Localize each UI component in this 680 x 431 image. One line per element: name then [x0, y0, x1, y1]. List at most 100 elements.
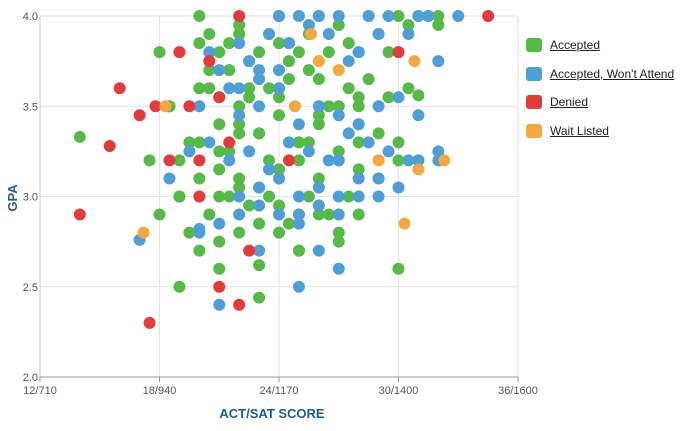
data-point[interactable]: [183, 226, 196, 239]
data-point[interactable]: [352, 46, 365, 59]
data-point[interactable]: [322, 100, 335, 113]
data-point[interactable]: [292, 118, 305, 131]
data-point[interactable]: [193, 244, 206, 257]
data-point[interactable]: [193, 136, 206, 149]
data-point[interactable]: [213, 145, 226, 158]
data-point[interactable]: [398, 217, 411, 230]
data-point[interactable]: [352, 190, 365, 203]
data-point[interactable]: [292, 280, 305, 293]
data-point[interactable]: [342, 37, 355, 50]
data-point[interactable]: [233, 28, 246, 41]
data-point[interactable]: [342, 127, 355, 140]
data-point[interactable]: [263, 190, 276, 203]
data-point[interactable]: [273, 82, 285, 95]
data-point[interactable]: [213, 280, 226, 293]
data-point[interactable]: [213, 46, 226, 59]
data-point[interactable]: [362, 10, 375, 22]
data-point[interactable]: [103, 139, 116, 152]
data-point[interactable]: [173, 280, 186, 293]
data-point[interactable]: [372, 190, 385, 203]
legend-item[interactable]: Denied: [526, 88, 674, 117]
data-point[interactable]: [203, 82, 216, 95]
data-point[interactable]: [292, 46, 305, 59]
data-point[interactable]: [137, 226, 150, 239]
data-point[interactable]: [352, 118, 365, 131]
data-point[interactable]: [402, 154, 415, 167]
data-point[interactable]: [233, 10, 246, 22]
data-point[interactable]: [392, 262, 405, 275]
data-point[interactable]: [213, 64, 226, 77]
data-point[interactable]: [292, 244, 305, 257]
data-point[interactable]: [193, 222, 206, 235]
data-point[interactable]: [173, 190, 186, 203]
data-point[interactable]: [159, 100, 172, 113]
data-point[interactable]: [382, 91, 395, 104]
data-point[interactable]: [233, 19, 246, 32]
data-point[interactable]: [233, 226, 246, 239]
data-point[interactable]: [213, 190, 226, 203]
data-point[interactable]: [233, 127, 246, 140]
data-point[interactable]: [282, 73, 295, 86]
data-point[interactable]: [263, 154, 276, 167]
data-point[interactable]: [352, 91, 365, 104]
data-point[interactable]: [213, 298, 226, 311]
data-point[interactable]: [362, 73, 375, 86]
data-point[interactable]: [213, 163, 226, 176]
data-point[interactable]: [312, 73, 325, 86]
data-point[interactable]: [332, 10, 345, 22]
data-point[interactable]: [312, 172, 325, 185]
data-point[interactable]: [183, 136, 196, 149]
data-point[interactable]: [332, 208, 345, 221]
data-point[interactable]: [233, 82, 246, 95]
data-point[interactable]: [292, 217, 305, 230]
data-point[interactable]: [302, 19, 315, 32]
data-point[interactable]: [342, 190, 355, 203]
data-point[interactable]: [412, 10, 425, 22]
data-point[interactable]: [233, 172, 246, 185]
data-point[interactable]: [372, 154, 385, 167]
data-point[interactable]: [332, 154, 345, 167]
data-point[interactable]: [153, 46, 166, 59]
data-point[interactable]: [243, 145, 256, 158]
data-point[interactable]: [292, 154, 305, 167]
data-point[interactable]: [282, 154, 295, 167]
legend-item[interactable]: Accepted, Won't Attend: [526, 60, 674, 89]
data-point[interactable]: [302, 145, 315, 158]
data-point[interactable]: [203, 55, 216, 68]
data-point[interactable]: [213, 217, 226, 230]
data-point[interactable]: [253, 100, 266, 113]
data-point[interactable]: [432, 55, 445, 68]
data-point[interactable]: [302, 64, 315, 77]
data-point[interactable]: [312, 244, 325, 257]
data-point[interactable]: [372, 127, 385, 140]
data-point[interactable]: [322, 154, 335, 167]
data-point[interactable]: [213, 262, 226, 275]
data-point[interactable]: [273, 91, 285, 104]
data-point[interactable]: [243, 55, 256, 68]
data-point[interactable]: [312, 55, 325, 68]
data-point[interactable]: [322, 46, 335, 59]
data-point[interactable]: [183, 145, 196, 158]
data-point[interactable]: [332, 145, 345, 158]
data-point[interactable]: [243, 199, 256, 212]
data-point[interactable]: [352, 208, 365, 221]
data-point[interactable]: [332, 262, 345, 275]
data-point[interactable]: [312, 10, 325, 22]
data-point[interactable]: [273, 226, 285, 239]
data-point[interactable]: [312, 100, 325, 113]
data-point[interactable]: [382, 145, 395, 158]
data-point[interactable]: [304, 28, 317, 41]
data-point[interactable]: [149, 100, 162, 113]
data-point[interactable]: [322, 208, 335, 221]
data-point[interactable]: [193, 154, 206, 167]
data-point[interactable]: [402, 28, 415, 41]
data-point[interactable]: [223, 82, 236, 95]
data-point[interactable]: [392, 136, 405, 149]
data-point[interactable]: [282, 55, 295, 68]
data-point[interactable]: [203, 28, 216, 41]
data-point[interactable]: [372, 100, 385, 113]
data-point[interactable]: [312, 109, 325, 122]
data-point[interactable]: [288, 100, 301, 113]
data-point[interactable]: [253, 199, 266, 212]
data-point[interactable]: [402, 82, 415, 95]
